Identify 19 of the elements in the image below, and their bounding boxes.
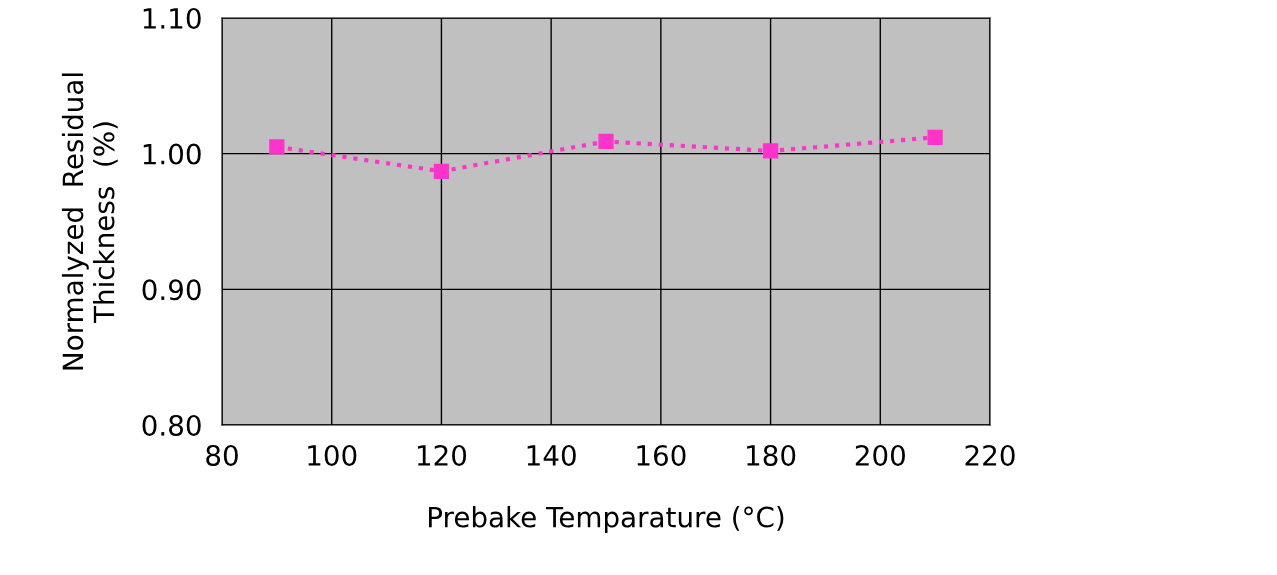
point — [762, 143, 779, 159]
y-axis-title: Normalyzed Residual Thickness (%) — [61, 73, 118, 370]
y-tick-label: 0.80 — [142, 414, 201, 436]
x-tick-label: 80 — [206, 444, 238, 466]
point — [269, 139, 285, 155]
y-tick-label: 0.90 — [142, 279, 201, 301]
x-tick-label: 180 — [747, 444, 796, 466]
point — [598, 133, 614, 150]
point — [433, 163, 450, 179]
x-tick-label: 160 — [637, 444, 686, 466]
x-tick-label: 220 — [965, 444, 1015, 466]
y-tick-label: 1.00 — [143, 143, 201, 165]
x-tick-label: 140 — [527, 444, 576, 466]
x-tick-label: 120 — [417, 444, 467, 466]
y-tick-label: 1.10 — [143, 7, 201, 29]
x-tick-label: 100 — [308, 444, 357, 466]
x-tick-label: 200 — [855, 444, 905, 466]
x-axis-title: Prebake Temparature (°C) — [428, 506, 784, 533]
point — [927, 129, 943, 146]
